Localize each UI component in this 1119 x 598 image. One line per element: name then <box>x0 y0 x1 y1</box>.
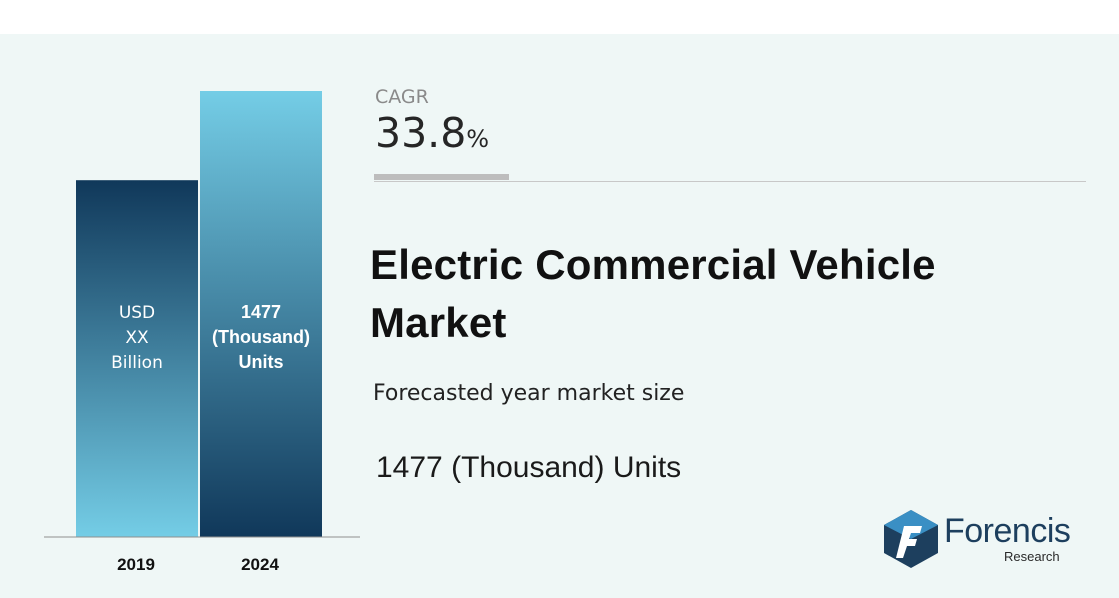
logo-name: Forencis <box>944 512 1071 550</box>
market-size-value: 1477 (Thousand) Units <box>376 451 682 484</box>
bar-label-2019: USD XX Billion <box>111 303 163 373</box>
cagr-accent-bar <box>374 174 509 180</box>
forencis-logo-icon <box>884 510 938 568</box>
forencis-logo: Forencis Research <box>880 508 1071 570</box>
bar-label-2024: 1477 (Thousand) Units <box>212 302 310 372</box>
cagr-number: 33.8 <box>375 109 467 157</box>
bar-2019 <box>76 180 198 537</box>
x-tick-2024: 2024 <box>241 555 279 574</box>
forecast-subtitle: Forecasted year market size <box>373 381 685 406</box>
bar-2024 <box>200 91 322 537</box>
cagr-value: 33.8% <box>375 113 489 154</box>
logo-subtitle: Research <box>1004 549 1060 564</box>
cagr-unit: % <box>466 125 490 153</box>
bar-chart: USD XX Billion 1477 (Thousand) Units 2019 2024 <box>44 91 360 574</box>
chart-title: Electric Commercial Vehicle Market <box>370 241 936 346</box>
cagr-label: CAGR <box>375 86 429 108</box>
divider <box>374 181 1086 182</box>
x-tick-2019: 2019 <box>117 555 155 574</box>
